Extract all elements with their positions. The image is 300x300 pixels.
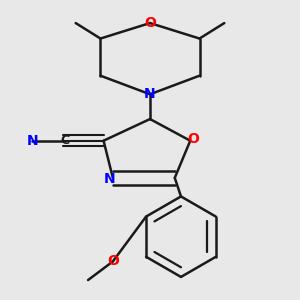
Text: N: N — [144, 87, 156, 101]
Text: N: N — [104, 172, 116, 186]
Text: C: C — [60, 134, 69, 147]
Text: O: O — [144, 16, 156, 30]
Text: O: O — [107, 254, 119, 268]
Text: O: O — [188, 132, 199, 146]
Text: N: N — [26, 134, 38, 148]
